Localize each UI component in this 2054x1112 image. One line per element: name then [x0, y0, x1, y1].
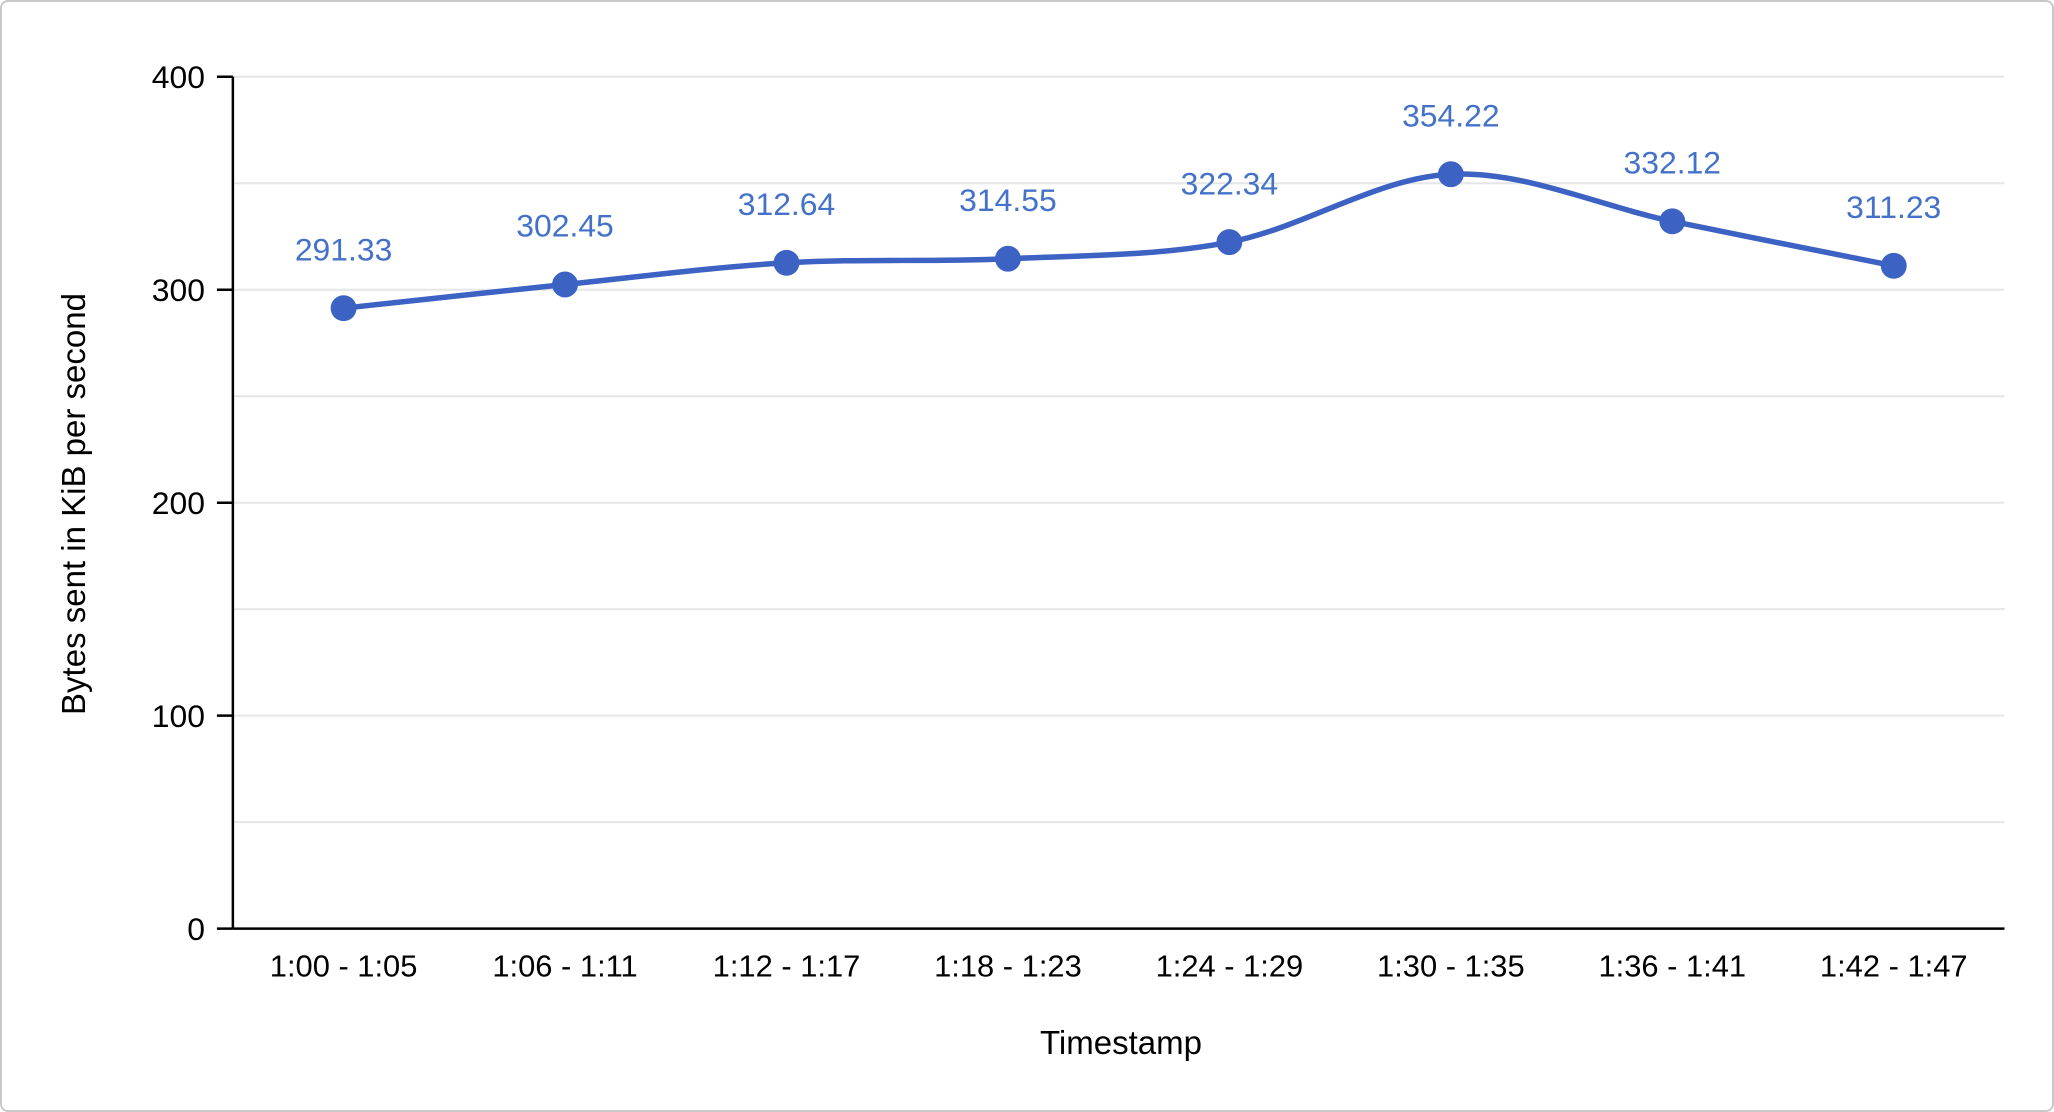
y-tick-label: 300 [152, 272, 205, 308]
series-line [340, 171, 1897, 311]
data-point[interactable] [552, 271, 578, 298]
data-point-label: 322.34 [1181, 165, 1279, 201]
data-point-label: 332.12 [1624, 144, 1721, 180]
data-point[interactable] [994, 245, 1021, 272]
x-tick-label: 1:30 - 1:35 [1377, 948, 1525, 983]
data-point[interactable] [773, 249, 800, 276]
data-point-label: 314.55 [959, 182, 1057, 218]
x-tick-label: 1:24 - 1:29 [1156, 948, 1304, 983]
x-tick-label: 1:42 - 1:47 [1820, 948, 1968, 983]
y-tick-label: 100 [152, 698, 205, 734]
data-point-label: 302.45 [516, 208, 614, 244]
x-tick-label: 1:36 - 1:41 [1598, 948, 1746, 983]
y-tick-label: 0 [187, 911, 205, 947]
data-point[interactable] [1216, 229, 1243, 256]
data-point[interactable] [1659, 208, 1686, 235]
data-point[interactable] [1437, 161, 1464, 188]
data-point[interactable] [330, 295, 357, 322]
x-tick-label: 1:12 - 1:17 [713, 948, 861, 983]
x-axis-title: Timestamp [1040, 1024, 1202, 1061]
x-tick-label: 1:06 - 1:11 [492, 948, 637, 983]
data-point-label: 354.22 [1402, 97, 1499, 133]
x-tick-label: 1:00 - 1:05 [270, 948, 418, 983]
y-tick-label: 200 [152, 485, 205, 521]
y-tick-label: 400 [152, 59, 205, 95]
data-point-label: 311.23 [1846, 189, 1941, 225]
data-point-label: 291.33 [295, 231, 393, 267]
x-tick-label: 1:18 - 1:23 [934, 948, 1082, 983]
data-point[interactable] [1880, 252, 1907, 279]
y-axis-title: Bytes sent in KiB per second [55, 293, 92, 715]
data-point-label: 312.64 [738, 186, 836, 222]
